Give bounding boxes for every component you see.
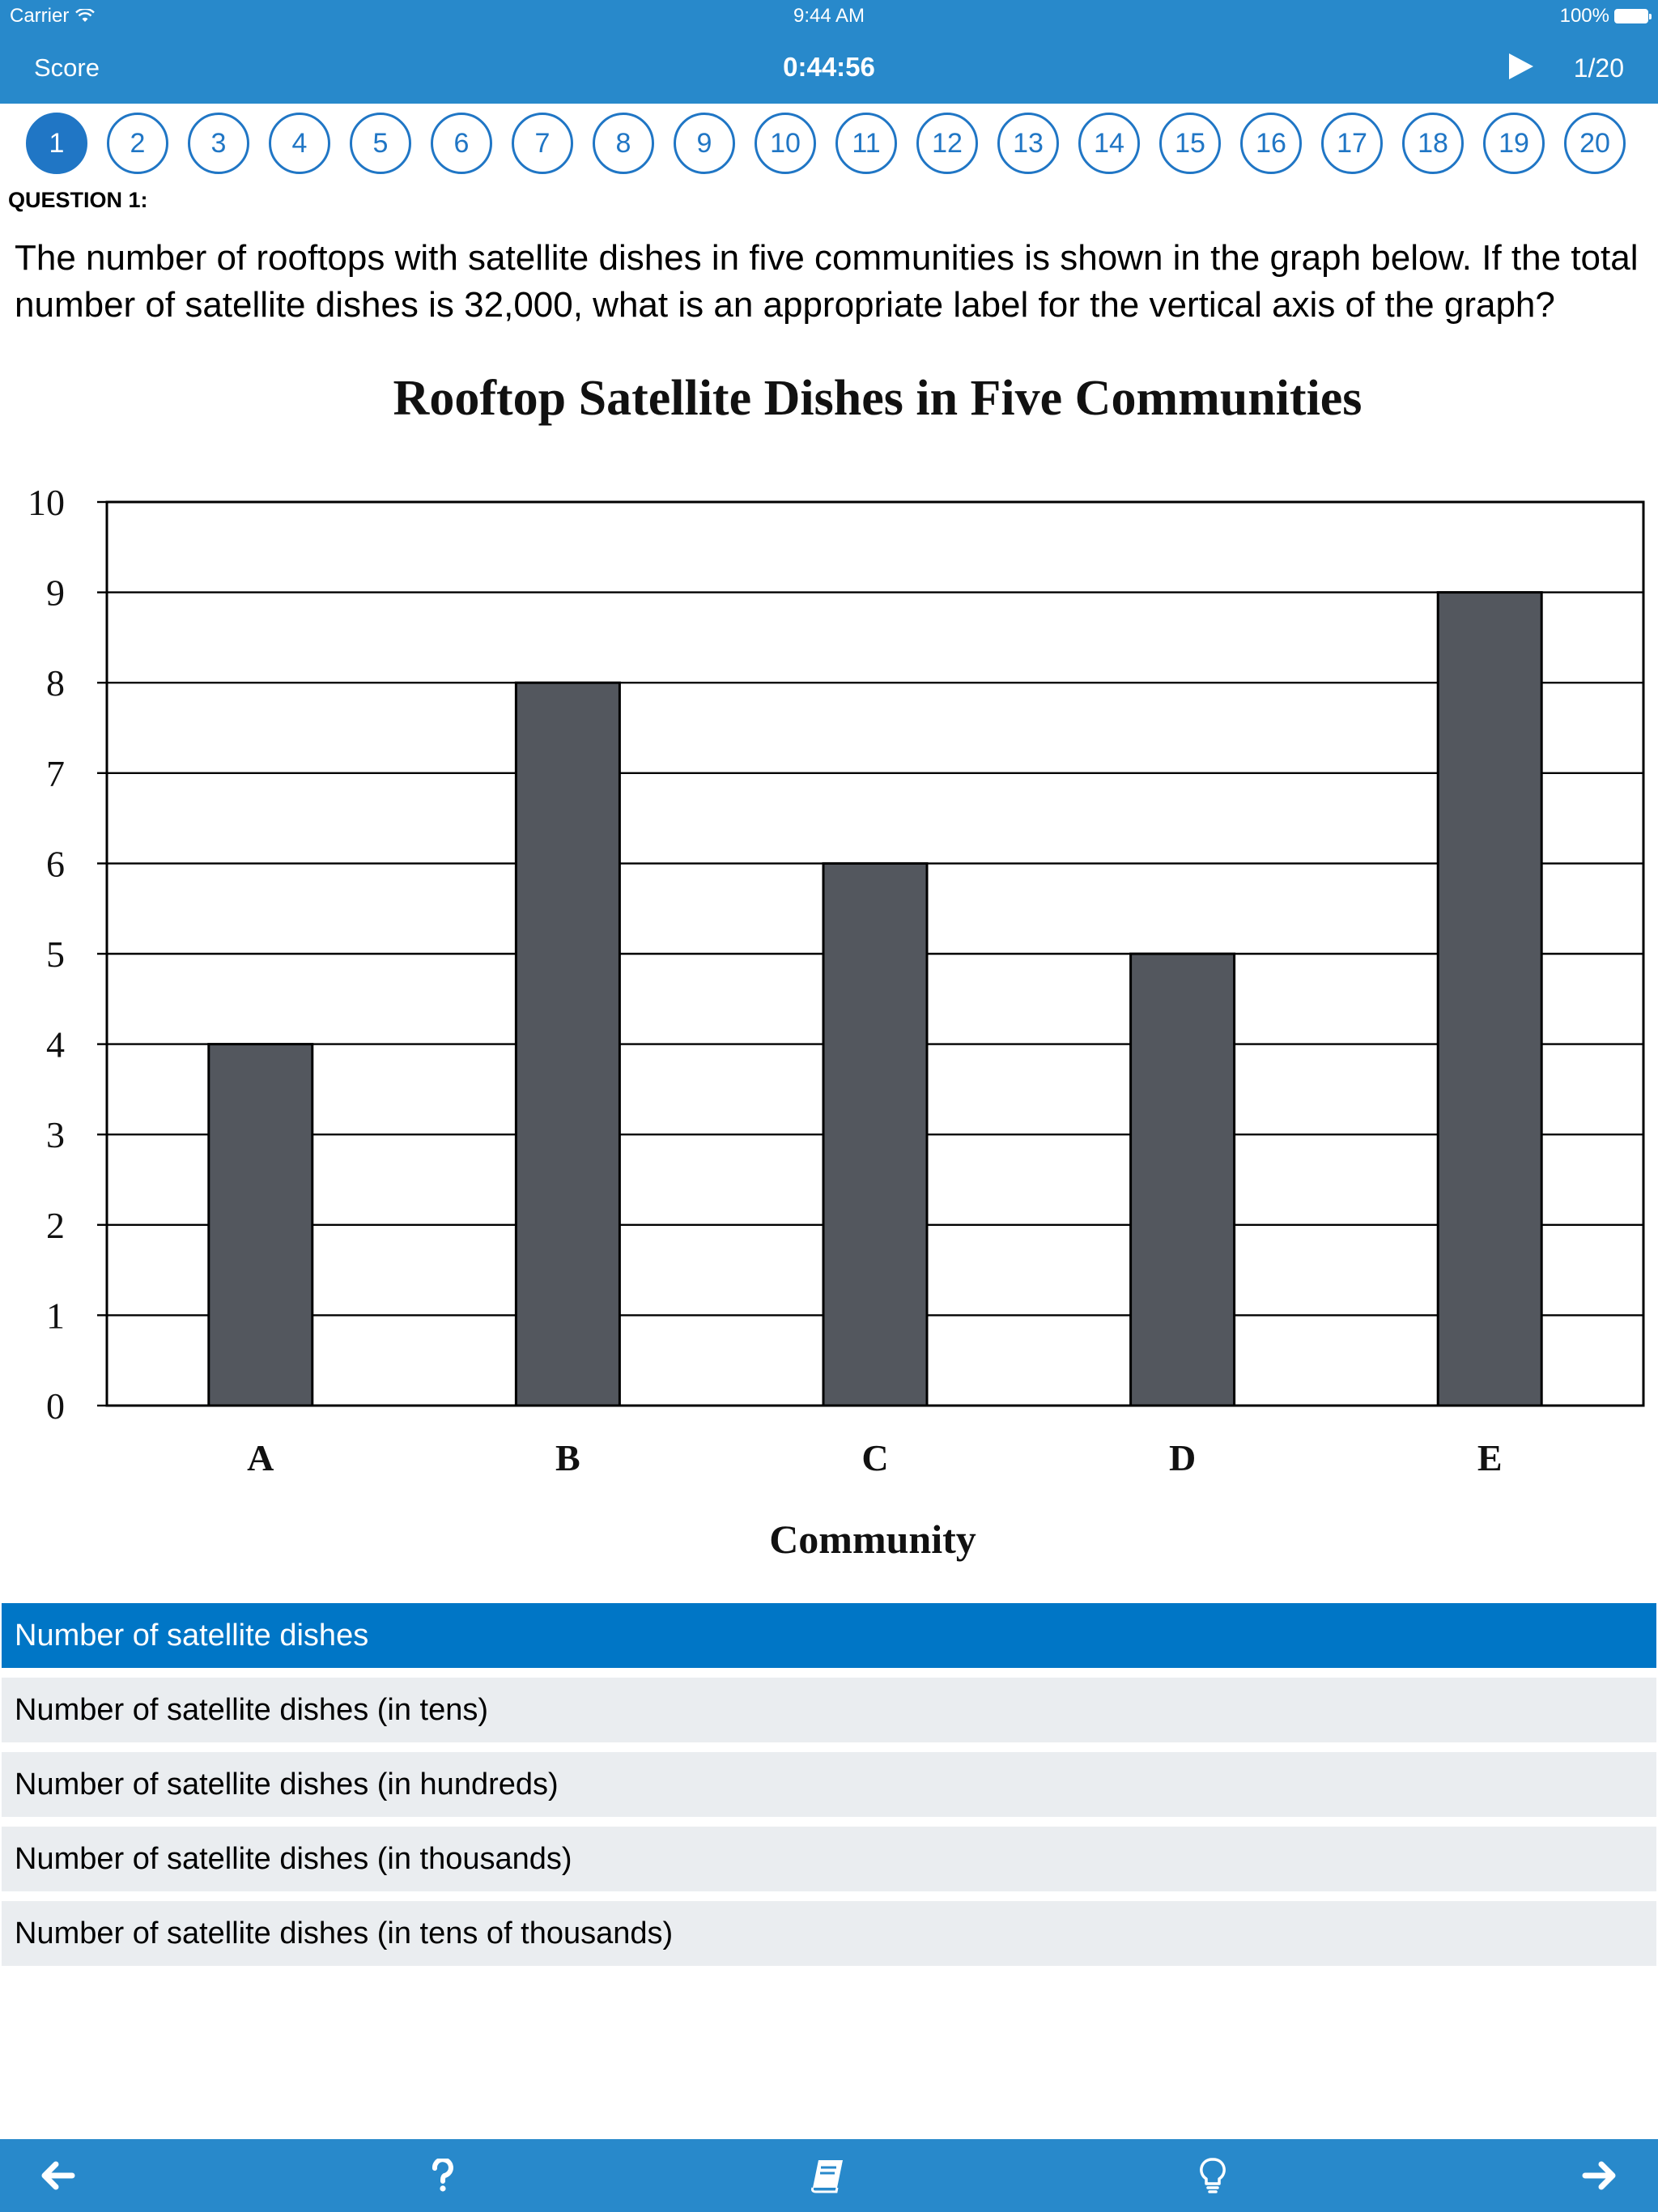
help-button[interactable] — [406, 2139, 479, 2212]
question-number-2[interactable]: 2 — [107, 113, 168, 174]
y-tick-label: 3 — [46, 1114, 65, 1155]
question-number-12[interactable]: 12 — [916, 113, 978, 174]
question-number-3[interactable]: 3 — [188, 113, 249, 174]
score-button[interactable]: Score — [34, 53, 100, 82]
battery-icon — [1614, 9, 1652, 23]
bar-B — [514, 681, 621, 1407]
y-tick-label: 9 — [46, 572, 65, 614]
x-tick-label: E — [1477, 1437, 1503, 1478]
y-tick-label: 5 — [46, 934, 65, 975]
question-number-5[interactable]: 5 — [350, 113, 411, 174]
carrier-label: Carrier — [10, 5, 70, 27]
y-tick-label: 2 — [46, 1205, 65, 1246]
question-number-16[interactable]: 16 — [1240, 113, 1302, 174]
answer-option-3[interactable]: Number of satellite dishes (in hundreds) — [2, 1752, 1656, 1817]
question-label: QUESTION 1: — [8, 188, 148, 212]
question-number-1[interactable]: 1 — [26, 113, 87, 174]
question-number-13[interactable]: 13 — [997, 113, 1059, 174]
y-tick-label: 6 — [46, 843, 65, 884]
question-text: The number of rooftops with satellite di… — [15, 238, 1639, 325]
y-tick-label: 0 — [46, 1385, 65, 1427]
x-tick-label: A — [247, 1437, 274, 1478]
question-number-19[interactable]: 19 — [1483, 113, 1545, 174]
y-tick-label: 4 — [46, 1024, 65, 1066]
wifi-icon — [75, 9, 96, 22]
bottom-toolbar — [0, 2139, 1658, 2212]
question-number-bar: 1 2 3 4 5 6 7 8 9 10 11 12 13 14 15 16 17 18 19 20 — [26, 113, 1645, 177]
bar-E — [1436, 591, 1543, 1407]
arrow-left-icon — [41, 2161, 75, 2190]
hint-button[interactable] — [1176, 2139, 1249, 2212]
x-tick-label: C — [861, 1437, 888, 1478]
question-number-20[interactable]: 20 — [1564, 113, 1626, 174]
question-number-14[interactable]: 14 — [1078, 113, 1140, 174]
chart-title: Rooftop Satellite Dishes in Five Communi… — [393, 372, 1363, 426]
question-number-6[interactable]: 6 — [431, 113, 492, 174]
question-progress: 1/20 — [1573, 53, 1624, 83]
answer-option-1[interactable]: Number of satellite dishes — [2, 1603, 1656, 1668]
nav-bar: Score 0:44:56 1/20 — [0, 34, 1658, 104]
question-number-15[interactable]: 15 — [1159, 113, 1221, 174]
back-button[interactable] — [20, 2139, 93, 2212]
book-icon — [811, 2160, 843, 2193]
status-time: 9:44 AM — [793, 5, 865, 27]
bar-A — [207, 1043, 314, 1407]
question-number-4[interactable]: 4 — [269, 113, 330, 174]
question-number-9[interactable]: 9 — [674, 113, 735, 174]
question-number-18[interactable]: 18 — [1402, 113, 1464, 174]
carrier-indicator: Carrier — [10, 5, 96, 28]
answer-option-2[interactable]: Number of satellite dishes (in tens) — [2, 1678, 1656, 1742]
answer-option-5[interactable]: Number of satellite dishes (in tens of t… — [2, 1901, 1656, 1966]
x-tick-label: B — [555, 1437, 580, 1478]
y-tick-label: 10 — [28, 482, 65, 523]
next-button[interactable] — [1564, 2139, 1637, 2212]
reference-button[interactable] — [791, 2139, 864, 2212]
question-number-8[interactable]: 8 — [593, 113, 654, 174]
arrow-right-icon — [1582, 2161, 1616, 2190]
bar-D — [1129, 952, 1236, 1407]
y-tick-label: 7 — [46, 753, 65, 794]
battery-indicator: 100% — [1559, 5, 1652, 28]
question-number-17[interactable]: 17 — [1321, 113, 1383, 174]
x-axis-label: Community — [769, 1516, 976, 1562]
answer-option-4[interactable]: Number of satellite dishes (in thousands… — [2, 1827, 1656, 1891]
status-bar: Carrier 9:44 AM 100% — [0, 0, 1658, 34]
bar-chart: Rooftop Satellite Dishes in Five Communi… — [28, 372, 1645, 1562]
bar-C — [822, 861, 929, 1407]
x-tick-label: D — [1169, 1437, 1196, 1478]
question-number-7[interactable]: 7 — [512, 113, 573, 174]
battery-percent: 100% — [1559, 5, 1609, 27]
question-number-11[interactable]: 11 — [835, 113, 897, 174]
play-icon[interactable] — [1504, 50, 1537, 83]
question-icon — [432, 2159, 453, 2192]
lightbulb-icon — [1200, 2158, 1226, 2193]
question-number-10[interactable]: 10 — [755, 113, 816, 174]
y-tick-label: 1 — [46, 1295, 65, 1336]
y-tick-label: 8 — [46, 662, 65, 704]
timer: 0:44:56 — [783, 52, 875, 82]
